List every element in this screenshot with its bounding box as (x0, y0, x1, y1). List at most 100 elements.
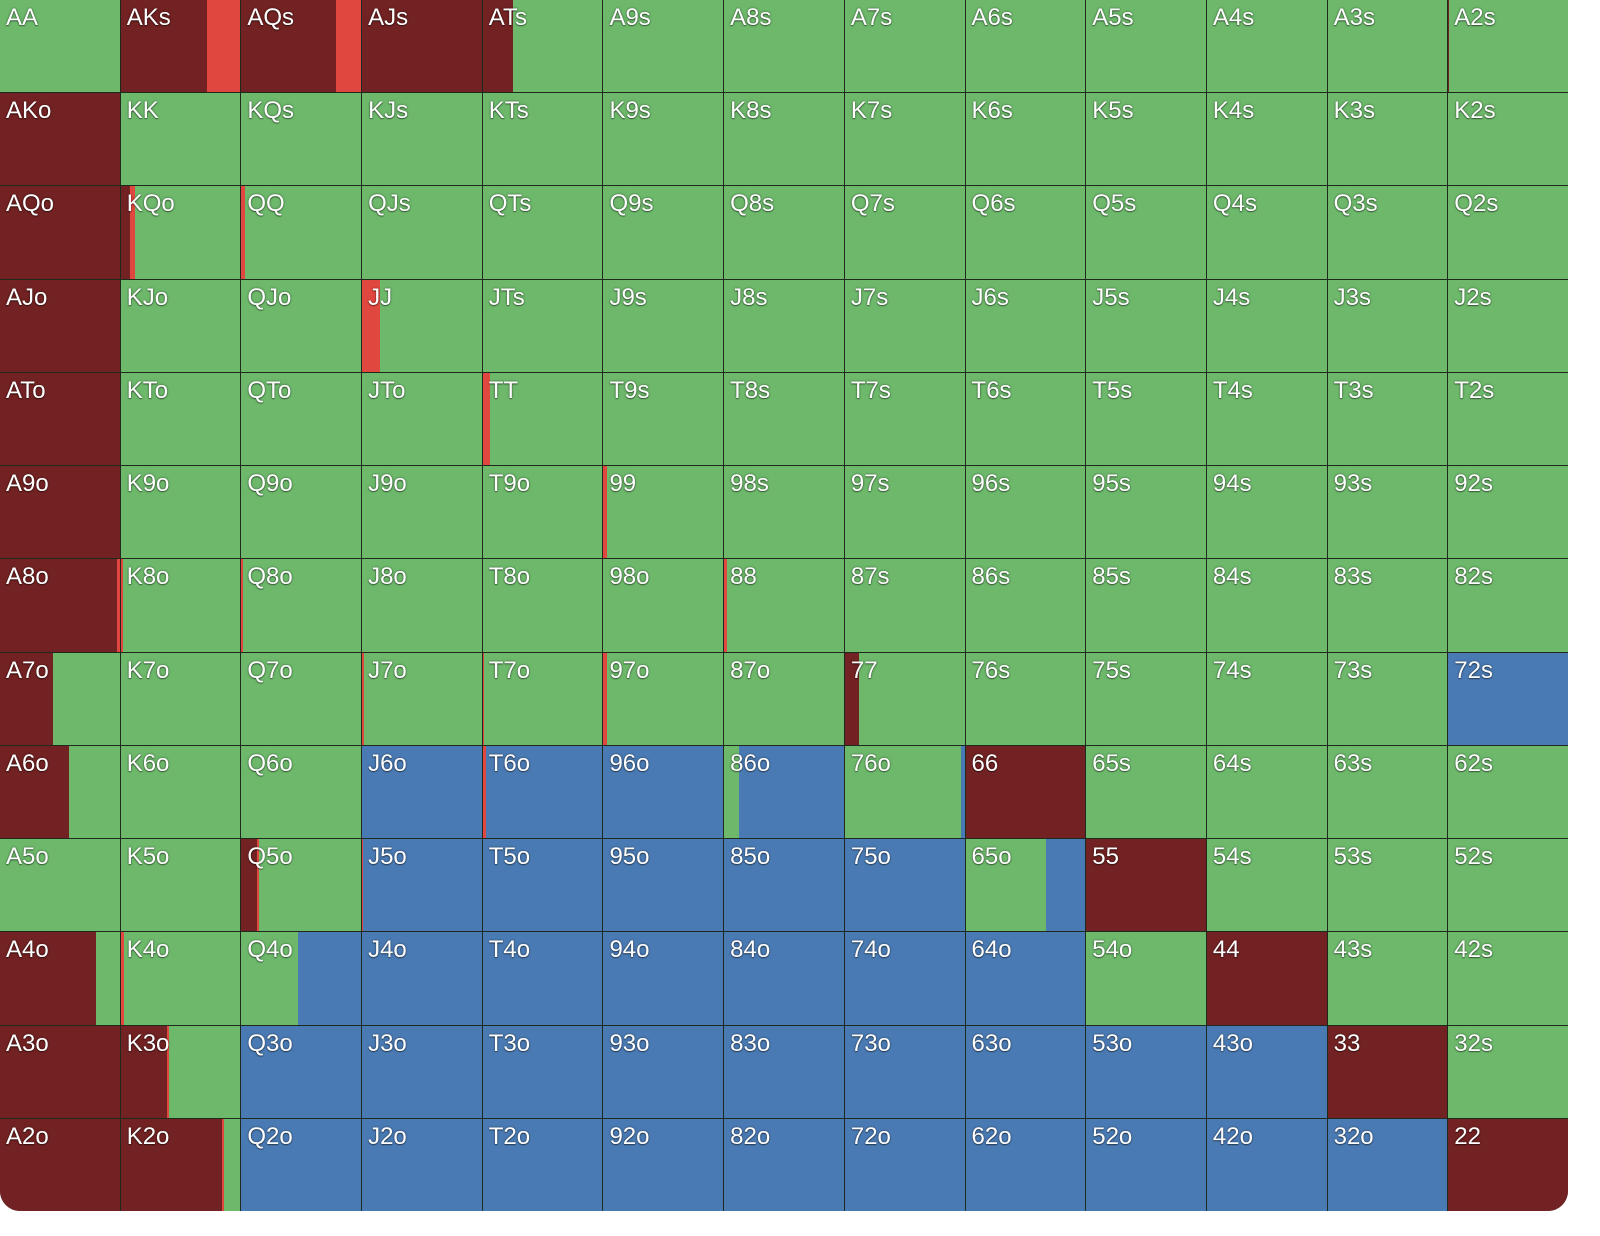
hand-cell-Q2s[interactable]: Q2s (1448, 186, 1568, 279)
hand-cell-AA[interactable]: AA (0, 0, 120, 93)
hand-cell-K4s[interactable]: K4s (1206, 93, 1327, 186)
hand-cell-73o[interactable]: 73o (844, 1025, 965, 1118)
hand-cell-Q3s[interactable]: Q3s (1327, 186, 1448, 279)
hand-cell-AJo[interactable]: AJo (0, 279, 120, 372)
hand-cell-93s[interactable]: 93s (1327, 466, 1448, 559)
hand-cell-86o[interactable]: 86o (724, 745, 844, 839)
hand-cell-J5o[interactable]: J5o (362, 839, 482, 932)
hand-cell-Q9s[interactable]: Q9s (603, 186, 724, 279)
hand-cell-A5s[interactable]: A5s (1086, 0, 1206, 93)
hand-cell-AKs[interactable]: AKs (120, 0, 241, 93)
hand-cell-A8o[interactable]: A8o (0, 559, 120, 652)
hand-cell-A3s[interactable]: A3s (1327, 0, 1448, 93)
hand-cell-AQs[interactable]: AQs (241, 0, 362, 93)
hand-cell-J4o[interactable]: J4o (362, 932, 482, 1025)
hand-cell-54o[interactable]: 54o (1086, 932, 1206, 1025)
hand-cell-A8s[interactable]: A8s (724, 0, 844, 93)
hand-cell-A5o[interactable]: A5o (0, 839, 120, 932)
hand-cell-97s[interactable]: 97s (844, 466, 965, 559)
hand-cell-K6s[interactable]: K6s (965, 93, 1086, 186)
hand-cell-A9s[interactable]: A9s (603, 0, 724, 93)
hand-cell-T4s[interactable]: T4s (1206, 372, 1327, 466)
hand-cell-Q4o[interactable]: Q4o (241, 932, 362, 1025)
hand-cell-K6o[interactable]: K6o (120, 745, 241, 839)
hand-cell-A6s[interactable]: A6s (965, 0, 1086, 93)
hand-cell-T7s[interactable]: T7s (844, 372, 965, 466)
hand-cell-98s[interactable]: 98s (724, 466, 844, 559)
hand-cell-82s[interactable]: 82s (1448, 559, 1568, 652)
hand-cell-65s[interactable]: 65s (1086, 745, 1206, 839)
hand-cell-T5o[interactable]: T5o (482, 839, 603, 932)
hand-cell-88[interactable]: 88 (724, 559, 844, 652)
hand-cell-K3o[interactable]: K3o (120, 1025, 241, 1118)
hand-cell-87o[interactable]: 87o (724, 652, 844, 745)
hand-cell-98o[interactable]: 98o (603, 559, 724, 652)
hand-cell-74s[interactable]: 74s (1206, 652, 1327, 745)
hand-cell-QQ[interactable]: QQ (241, 186, 362, 279)
hand-cell-32o[interactable]: 32o (1327, 1118, 1448, 1211)
hand-cell-J8s[interactable]: J8s (724, 279, 844, 372)
hand-cell-T3o[interactable]: T3o (482, 1025, 603, 1118)
hand-cell-76o[interactable]: 76o (844, 745, 965, 839)
hand-cell-KJo[interactable]: KJo (120, 279, 241, 372)
hand-cell-63s[interactable]: 63s (1327, 745, 1448, 839)
hand-cell-J6s[interactable]: J6s (965, 279, 1086, 372)
hand-cell-AJs[interactable]: AJs (362, 0, 482, 93)
hand-cell-J5s[interactable]: J5s (1086, 279, 1206, 372)
hand-cell-Q4s[interactable]: Q4s (1206, 186, 1327, 279)
hand-cell-JJ[interactable]: JJ (362, 279, 482, 372)
hand-cell-K4o[interactable]: K4o (120, 932, 241, 1025)
hand-cell-K7s[interactable]: K7s (844, 93, 965, 186)
hand-cell-43s[interactable]: 43s (1327, 932, 1448, 1025)
hand-cell-K8s[interactable]: K8s (724, 93, 844, 186)
hand-cell-84o[interactable]: 84o (724, 932, 844, 1025)
hand-cell-K5s[interactable]: K5s (1086, 93, 1206, 186)
hand-cell-J6o[interactable]: J6o (362, 745, 482, 839)
hand-cell-86s[interactable]: 86s (965, 559, 1086, 652)
hand-cell-T9s[interactable]: T9s (603, 372, 724, 466)
hand-cell-Q3o[interactable]: Q3o (241, 1025, 362, 1118)
hand-cell-Q2o[interactable]: Q2o (241, 1118, 362, 1211)
hand-cell-Q5o[interactable]: Q5o (241, 839, 362, 932)
hand-cell-K7o[interactable]: K7o (120, 652, 241, 745)
hand-cell-92o[interactable]: 92o (603, 1118, 724, 1211)
hand-cell-T2o[interactable]: T2o (482, 1118, 603, 1211)
hand-cell-A9o[interactable]: A9o (0, 466, 120, 559)
hand-cell-T3s[interactable]: T3s (1327, 372, 1448, 466)
hand-cell-ATs[interactable]: ATs (482, 0, 603, 93)
hand-cell-T9o[interactable]: T9o (482, 466, 603, 559)
hand-cell-65o[interactable]: 65o (965, 839, 1086, 932)
hand-cell-Q5s[interactable]: Q5s (1086, 186, 1206, 279)
hand-cell-QJo[interactable]: QJo (241, 279, 362, 372)
hand-cell-J9s[interactable]: J9s (603, 279, 724, 372)
hand-cell-A3o[interactable]: A3o (0, 1025, 120, 1118)
hand-cell-66[interactable]: 66 (965, 745, 1086, 839)
hand-cell-85s[interactable]: 85s (1086, 559, 1206, 652)
hand-cell-K8o[interactable]: K8o (120, 559, 241, 652)
hand-cell-97o[interactable]: 97o (603, 652, 724, 745)
hand-cell-85o[interactable]: 85o (724, 839, 844, 932)
hand-cell-J4s[interactable]: J4s (1206, 279, 1327, 372)
hand-cell-82o[interactable]: 82o (724, 1118, 844, 1211)
hand-cell-53s[interactable]: 53s (1327, 839, 1448, 932)
hand-cell-KQo[interactable]: KQo (120, 186, 241, 279)
hand-cell-94o[interactable]: 94o (603, 932, 724, 1025)
hand-cell-75o[interactable]: 75o (844, 839, 965, 932)
hand-cell-75s[interactable]: 75s (1086, 652, 1206, 745)
hand-cell-83o[interactable]: 83o (724, 1025, 844, 1118)
hand-cell-55[interactable]: 55 (1086, 839, 1206, 932)
hand-cell-42s[interactable]: 42s (1448, 932, 1568, 1025)
hand-cell-T7o[interactable]: T7o (482, 652, 603, 745)
hand-cell-A4o[interactable]: A4o (0, 932, 120, 1025)
hand-cell-KTo[interactable]: KTo (120, 372, 241, 466)
hand-cell-Q8o[interactable]: Q8o (241, 559, 362, 652)
hand-cell-99[interactable]: 99 (603, 466, 724, 559)
hand-cell-AQo[interactable]: AQo (0, 186, 120, 279)
hand-cell-Q8s[interactable]: Q8s (724, 186, 844, 279)
hand-cell-J2s[interactable]: J2s (1448, 279, 1568, 372)
hand-cell-T2s[interactable]: T2s (1448, 372, 1568, 466)
hand-cell-K5o[interactable]: K5o (120, 839, 241, 932)
hand-cell-22[interactable]: 22 (1448, 1118, 1568, 1211)
hand-cell-J3s[interactable]: J3s (1327, 279, 1448, 372)
hand-cell-92s[interactable]: 92s (1448, 466, 1568, 559)
